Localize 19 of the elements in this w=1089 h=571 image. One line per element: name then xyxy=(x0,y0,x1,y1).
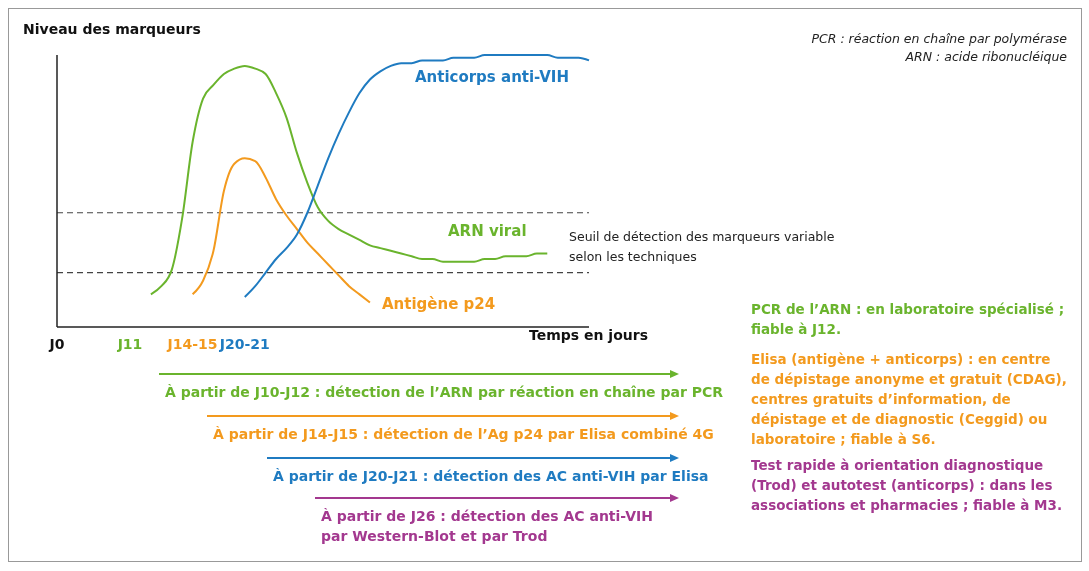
text: ARN : acide ribonucléique xyxy=(905,49,1067,64)
x-tick-label: J0 xyxy=(48,336,65,352)
x-axis-title: Temps en jours xyxy=(529,327,648,343)
x-tick-label: J11 xyxy=(116,336,143,352)
series-label: Antigène p24 xyxy=(381,294,496,313)
y-axis-title: Niveau des marqueurs xyxy=(23,21,201,37)
text: À partir de J10-J12 : détection de l’ARN par réaction en chaîne par PCR xyxy=(165,384,724,400)
text: Elisa (antigène + anticorps) : en centre de dépistage anonyme et gratuit (CDAG), centres gratuits d’information, de dépistage et de diagnostic (Ceggid) ou laboratoire ; fiable à S6. xyxy=(751,350,1068,449)
series-label: Anticorps anti-VIH xyxy=(414,68,569,87)
text: À partir de J20-J21 : détection des AC anti-VIH par Elisa xyxy=(273,468,709,484)
text: À partir de J14-J15 : détection de l’Ag p24 par Elisa combiné 4G xyxy=(213,426,714,442)
x-tick-label: J20-21 xyxy=(218,336,270,352)
text: Test rapide à orientation diagnostique (Trod) et autotest (anticorps) : dans les associations et pharmacies ; fiable à M3. xyxy=(751,456,1064,515)
text: PCR : réaction en chaîne par polymérase xyxy=(811,31,1067,46)
x-tick-label: J14-15 xyxy=(166,336,218,352)
ref-line-label: Seuil de détection des marqueurs variable selon les techniques xyxy=(569,228,836,266)
text: À partir de J26 : détection des AC anti-VIH par Western-Blot et par Trod xyxy=(321,507,654,546)
text: PCR de l’ARN : en laboratoire spécialisé ; fiable à J12. xyxy=(751,300,1066,339)
series-label: ARN viral xyxy=(448,221,527,240)
